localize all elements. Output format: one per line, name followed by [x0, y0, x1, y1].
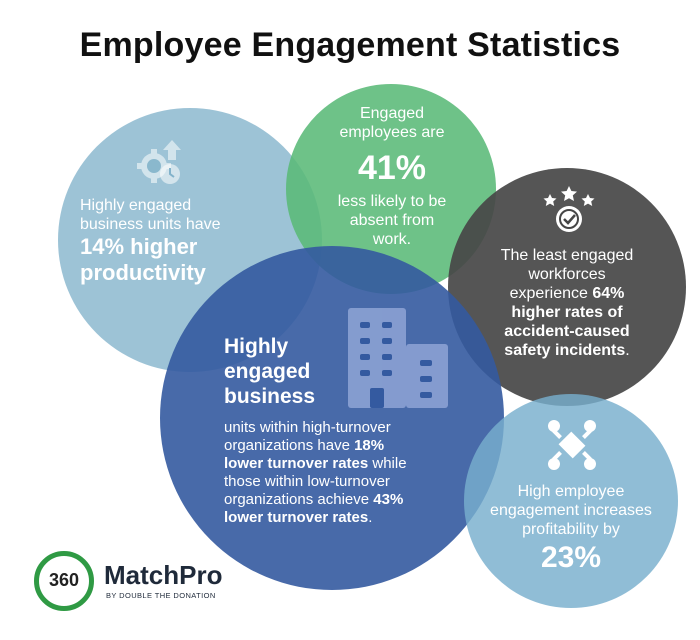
turnover-line-3-bold: lower turnover rates: [224, 455, 369, 472]
turnover-line-3-end: while: [368, 455, 407, 472]
matchpro-logo: 360 MatchPro BY DOUBLE THE DONATION: [34, 551, 254, 611]
safety-line-1: The least engaged: [500, 247, 634, 264]
safety-line-4: higher rates of: [511, 304, 623, 321]
turnover-line-6: lower turnover rates.: [224, 509, 464, 527]
turnover-line-1: units within high-turnover: [224, 419, 391, 436]
absence-line-3: less likely to be: [337, 193, 447, 210]
turnover-line-5-text: organizations achieve: [224, 491, 374, 508]
turnover-line-4: those within low-turnover: [224, 473, 390, 490]
productivity-line-2: business units have: [80, 216, 221, 233]
buildings-icon: [348, 308, 448, 408]
safety-line-3-text: experience: [509, 285, 593, 302]
productivity-highlight-2: productivity: [80, 260, 206, 285]
turnover-line-2: organizations have 18%: [224, 437, 464, 455]
safety-line-2: workforces: [528, 266, 606, 283]
absence-stat-text: Engaged employees are 41% less likely to…: [312, 104, 472, 249]
gear-arrow-icon: [137, 140, 181, 184]
turnover-headline: Highly engaged business: [224, 334, 364, 409]
productivity-stat-text: Highly engaged business units have 14% h…: [80, 196, 300, 286]
turnover-value-low: 43%: [373, 491, 404, 508]
absence-value: 41%: [357, 149, 427, 187]
safety-line-3: experience 64%: [466, 284, 668, 303]
profitability-stat-circle: [464, 394, 678, 608]
turnover-head-2: engaged: [224, 360, 311, 383]
award-stars-icon: [543, 186, 595, 232]
safety-stat-text: The least engaged workforces experience …: [466, 246, 668, 360]
productivity-line-1: Highly engaged: [80, 197, 192, 214]
turnover-stat-circle: [160, 246, 504, 590]
safety-line-6-end: .: [625, 342, 630, 359]
turnover-head-1: Highly: [224, 335, 289, 358]
safety-line-6-bold: safety incidents: [504, 342, 626, 359]
teamwork-icon: [548, 420, 596, 470]
absence-line-5: work.: [372, 231, 412, 248]
turnover-line-6-bold: lower turnover rates: [224, 509, 369, 526]
turnover-line-6-end: .: [368, 509, 373, 526]
logo-number: 360: [48, 570, 80, 590]
turnover-line-5: organizations achieve 43%: [224, 491, 464, 509]
logo-brand: MatchPro: [104, 560, 223, 590]
profitability-value: 23%: [540, 541, 602, 574]
turnover-stat-text: units within high-turnover organizations…: [224, 419, 464, 527]
turnover-line-3: lower turnover rates while: [224, 455, 464, 473]
profitability-line-3: profitability by: [522, 521, 620, 538]
profitability-line-1: High employee: [517, 483, 625, 500]
page-title: Employee Engagement Statistics: [79, 26, 621, 64]
productivity-highlight-1: 14% higher: [80, 234, 198, 259]
absence-line-4: absent from: [349, 212, 435, 229]
logo-tagline: BY DOUBLE THE DONATION: [106, 591, 216, 600]
absence-line-2: employees are: [339, 124, 445, 141]
safety-value: 64%: [592, 285, 625, 302]
profitability-stat-text: High employee engagement increases profi…: [486, 482, 656, 577]
safety-line-5: accident-caused: [504, 323, 630, 340]
turnover-head-3: business: [224, 385, 316, 408]
absence-line-1: Engaged: [359, 105, 425, 122]
safety-line-6: safety incidents.: [466, 341, 668, 360]
turnover-value-high: 18%: [354, 437, 385, 454]
profitability-line-2: engagement increases: [490, 502, 652, 519]
logo-ring: [34, 551, 94, 611]
turnover-line-2-text: organizations have: [224, 437, 355, 454]
